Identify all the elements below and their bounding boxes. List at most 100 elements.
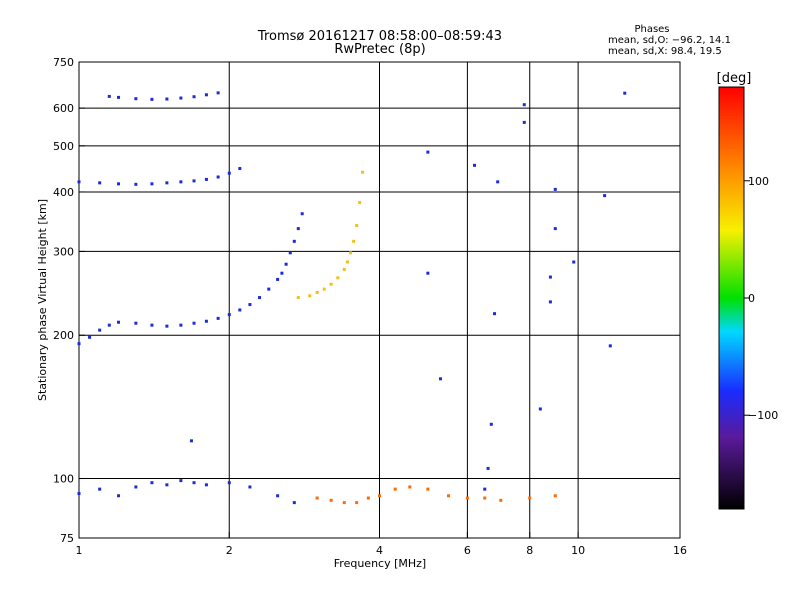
data-point [349,251,353,255]
data-point [204,93,208,97]
data-point [150,323,154,327]
data-point [308,294,312,298]
data-point [538,407,542,411]
data-point [284,262,288,266]
data-point [553,227,557,231]
data-point [192,95,196,99]
data-point [522,120,526,124]
data-point [280,271,284,275]
data-point [117,95,121,99]
data-point [276,494,280,498]
data-point [258,296,262,300]
data-point [315,496,319,500]
data-point [292,239,296,243]
chart-title: Tromsø 20161217 08:58:00–08:59:43 [257,29,502,44]
axis-ticks: 1 2 4 6 8 10 16 75 100 200 300 400 500 600 750 [53,56,687,557]
data-point [342,501,346,505]
y-tick-label: 100 [53,473,74,486]
data-point [329,282,333,286]
data-point [623,91,627,95]
data-point [77,492,81,496]
data-point [216,91,220,95]
data-point [393,487,397,491]
x-tick-label: 8 [526,544,533,557]
data-point [292,501,296,505]
data-point [117,182,121,186]
data-point [276,277,280,281]
colorbar-tick-label: −100 [748,409,778,422]
data-point [248,485,252,489]
data-point [179,96,183,100]
colorbar-label: [deg] [717,71,752,86]
x-tick-label: 10 [571,544,585,557]
y-tick-label: 600 [53,102,74,115]
data-point [117,494,121,498]
data-point [134,485,138,489]
data-point [528,496,532,500]
x-tick-label: 16 [673,544,687,557]
data-point [165,324,169,328]
data-point [603,194,607,198]
data-point [608,344,612,348]
data-point [238,167,242,171]
data-point [204,483,208,487]
data-point [296,227,300,231]
x-tick-label: 1 [76,544,83,557]
data-point [426,271,430,275]
colorbar-tick-label: 0 [748,292,755,305]
data-point [248,303,252,307]
x-tick-label: 2 [226,544,233,557]
data-point [572,260,576,264]
data-point [134,97,138,101]
data-point [134,182,138,186]
data-point [493,312,497,316]
data-point [355,501,359,505]
data-point [107,94,111,98]
data-point [204,177,208,181]
data-point [439,377,443,381]
data-point [553,494,557,498]
data-point [77,180,81,184]
grid-lines [79,62,680,538]
y-tick-label: 500 [53,140,74,153]
data-point [77,342,81,346]
data-point [499,498,503,502]
data-point [315,290,319,294]
colorbar-tick-label: 100 [748,175,769,188]
data-point [107,323,111,327]
data-point [238,308,242,312]
data-point [204,319,208,323]
data-point [227,481,231,485]
data-point [227,171,231,175]
data-point [352,239,356,243]
data-point [408,485,412,489]
data-point [366,496,370,500]
data-point [548,300,552,304]
data-point [192,179,196,183]
stats-heading: Phases [634,24,669,35]
data-point [165,181,169,185]
data-point [179,479,183,483]
data-point [179,323,183,327]
chart-subtitle: RwPretec (8p) [334,42,425,57]
x-tick-label: 4 [376,544,383,557]
data-point [267,287,271,291]
y-tick-label: 75 [60,532,74,545]
data-point [553,187,557,191]
data-point [179,180,183,184]
data-point [189,439,193,443]
data-point [447,494,451,498]
data-point [98,487,102,491]
data-point [227,313,231,317]
data-point [355,224,359,228]
data-point [361,170,365,174]
data-point [342,267,346,271]
data-point [472,163,476,167]
data-point [288,251,292,255]
data-point [150,481,154,485]
data-point [165,97,169,101]
data-point [192,321,196,325]
y-tick-label: 750 [53,56,74,69]
colorbar [718,86,745,510]
